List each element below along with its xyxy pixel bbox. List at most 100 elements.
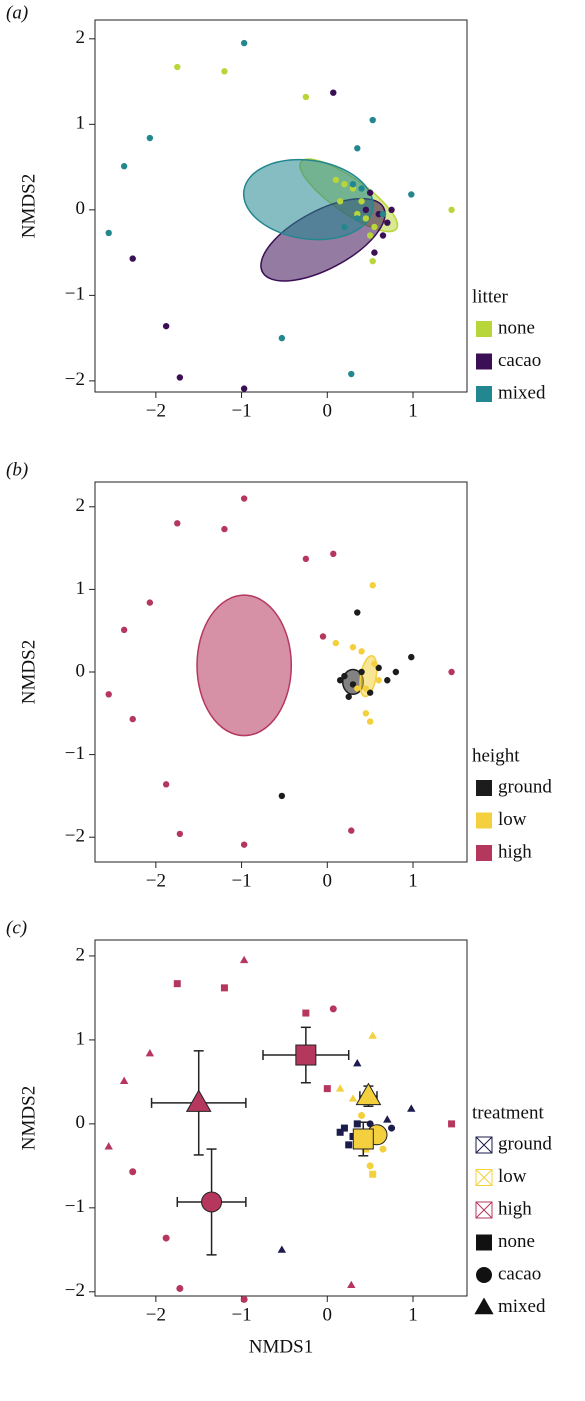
plot-frame bbox=[94, 939, 468, 1297]
legend-title: height bbox=[472, 745, 520, 766]
ellipse bbox=[196, 594, 293, 737]
x-axis-title: NMDS1 bbox=[249, 1336, 313, 1357]
y-tick-label: 2 bbox=[76, 495, 86, 516]
point bbox=[104, 1142, 113, 1150]
legend-label: cacao bbox=[498, 1263, 541, 1284]
x-tick-label: 0 bbox=[323, 870, 333, 891]
legend-label: cacao bbox=[498, 350, 541, 371]
legend-label: mixed bbox=[498, 1296, 546, 1317]
ellipse bbox=[242, 158, 374, 241]
point bbox=[120, 626, 128, 634]
point bbox=[388, 1124, 396, 1132]
point bbox=[340, 1124, 348, 1132]
legend-swatch bbox=[476, 386, 492, 402]
point bbox=[341, 180, 348, 188]
point bbox=[173, 980, 181, 988]
point bbox=[129, 1168, 137, 1176]
point bbox=[277, 1245, 287, 1253]
point bbox=[383, 1115, 392, 1123]
point bbox=[354, 215, 361, 222]
legend-swatch bbox=[476, 845, 492, 861]
point bbox=[176, 1284, 184, 1292]
legend-label: low bbox=[498, 809, 527, 830]
legend-swatch-cross bbox=[475, 1169, 493, 1186]
x-tick-label: −2 bbox=[146, 870, 166, 891]
centroid bbox=[355, 1082, 382, 1106]
point bbox=[145, 1048, 155, 1057]
point bbox=[240, 385, 248, 392]
point bbox=[174, 63, 181, 71]
x-tick-label: −1 bbox=[231, 870, 251, 891]
y-tick-label: 1 bbox=[76, 113, 86, 134]
y-tick-label: −2 bbox=[65, 1280, 85, 1301]
point bbox=[375, 677, 382, 684]
point bbox=[240, 841, 248, 848]
point bbox=[392, 668, 400, 676]
point bbox=[371, 249, 378, 256]
y-tick-label: 0 bbox=[76, 660, 86, 681]
point bbox=[358, 185, 365, 192]
legend-swatch-cross bbox=[475, 1136, 493, 1154]
point bbox=[278, 334, 286, 342]
point bbox=[345, 693, 352, 700]
point bbox=[176, 374, 184, 381]
point bbox=[379, 210, 387, 218]
point bbox=[358, 198, 365, 205]
point bbox=[354, 145, 361, 152]
centroid bbox=[352, 1128, 374, 1150]
point bbox=[105, 691, 112, 698]
plot-frame bbox=[94, 19, 468, 393]
centroid bbox=[185, 1089, 212, 1112]
y-tick-label: 2 bbox=[76, 27, 86, 48]
point bbox=[240, 39, 248, 47]
point bbox=[384, 219, 391, 226]
x-tick-label: 1 bbox=[408, 400, 418, 421]
point bbox=[349, 180, 357, 188]
y-axis-title: NMDS2 bbox=[18, 1086, 39, 1150]
point bbox=[146, 134, 154, 142]
y-tick-label: 0 bbox=[76, 1112, 86, 1133]
legend-shape bbox=[476, 1267, 492, 1283]
x-tick-label: 0 bbox=[323, 400, 333, 421]
point bbox=[366, 189, 374, 196]
y-axis-title: NMDS2 bbox=[18, 640, 39, 704]
point bbox=[302, 555, 310, 563]
legend-title: litter bbox=[472, 286, 509, 307]
x-tick-label: −1 bbox=[231, 400, 251, 421]
y-tick-label: 0 bbox=[76, 198, 86, 219]
point bbox=[345, 1141, 353, 1149]
point bbox=[335, 1084, 345, 1092]
point bbox=[353, 1120, 361, 1128]
point bbox=[162, 1234, 170, 1242]
point bbox=[375, 664, 382, 672]
point bbox=[119, 1076, 129, 1085]
point bbox=[239, 955, 249, 964]
point bbox=[348, 1094, 358, 1102]
point bbox=[366, 232, 374, 239]
point bbox=[448, 1120, 456, 1128]
panel-label: (b) bbox=[6, 459, 28, 480]
y-tick-label: −1 bbox=[65, 743, 85, 764]
point bbox=[368, 1031, 377, 1039]
point bbox=[240, 1295, 248, 1303]
point bbox=[176, 830, 184, 838]
point bbox=[362, 215, 370, 222]
point bbox=[302, 93, 310, 101]
point bbox=[384, 677, 391, 684]
point bbox=[362, 206, 370, 214]
point bbox=[105, 229, 112, 237]
point bbox=[369, 116, 376, 124]
legend-swatch bbox=[475, 1201, 493, 1219]
x-tick-label: 1 bbox=[408, 870, 418, 891]
point bbox=[358, 668, 365, 676]
point bbox=[358, 648, 365, 655]
legend-label: none bbox=[498, 317, 535, 338]
point bbox=[319, 633, 327, 640]
point bbox=[379, 232, 387, 239]
legend-label: high bbox=[498, 1198, 532, 1219]
point bbox=[302, 1009, 310, 1017]
legend-swatch bbox=[475, 1169, 493, 1186]
legend-swatch bbox=[476, 353, 492, 370]
point bbox=[354, 685, 361, 692]
